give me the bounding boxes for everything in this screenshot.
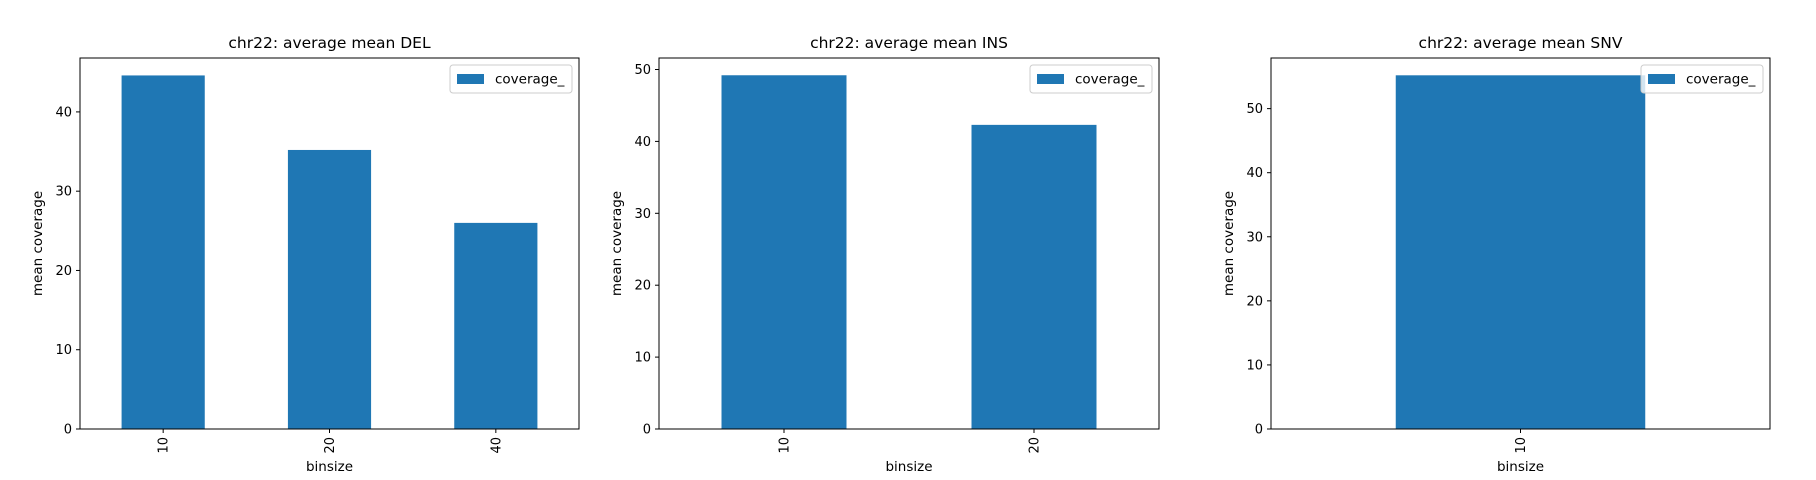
legend-box <box>449 64 573 94</box>
chart-title: chr22: average mean INS <box>810 34 1008 52</box>
x-tick-label: 20 <box>323 437 338 454</box>
y-tick-label: 30 <box>55 185 72 200</box>
y-axis-label: mean coverage <box>609 191 625 296</box>
y-tick-label: 0 <box>64 423 72 438</box>
y-tick-label: 10 <box>1246 358 1263 373</box>
legend-swatch <box>457 74 484 84</box>
chart-panel-3: 0 10 20 30 40 50 10 chr22: average mean SNV bins… <box>1221 34 1771 475</box>
y-axis-label: mean coverage <box>1221 191 1237 296</box>
bar-10 <box>121 75 205 429</box>
y-tick-label: 50 <box>1246 102 1263 117</box>
chart-title: chr22: average mean DEL <box>228 34 431 52</box>
y-tick-label: 40 <box>55 105 72 120</box>
x-axis-label: binsize <box>306 459 353 475</box>
y-tick-label: 20 <box>634 279 651 294</box>
y-tick-label: 10 <box>55 343 72 358</box>
y-tick-label: 30 <box>634 207 651 222</box>
bar-10 <box>721 75 847 430</box>
legend: coverage_ <box>1029 64 1153 94</box>
x-tick-label: 10 <box>778 437 793 454</box>
legend-box <box>1029 64 1153 94</box>
legend-label: coverage_ <box>495 72 565 88</box>
x-axis-label: binsize <box>1497 459 1544 475</box>
y-tick-label: 50 <box>634 63 651 78</box>
bar-20 <box>971 124 1097 430</box>
y-axis-label: mean coverage <box>30 191 46 296</box>
bar-40 <box>454 222 538 429</box>
y-tick-label: 0 <box>1255 423 1263 438</box>
legend: coverage_ <box>449 64 573 94</box>
y-tick-label: 20 <box>55 264 72 279</box>
legend-label: coverage_ <box>1075 72 1145 88</box>
legend-swatch <box>1648 74 1675 84</box>
x-axis-label: binsize <box>885 459 932 475</box>
x-tick-label: 10 <box>1514 437 1529 454</box>
x-tick-label: 20 <box>1028 437 1043 454</box>
legend-box <box>1640 64 1764 94</box>
x-tick-label: 40 <box>489 437 504 454</box>
legend-swatch <box>1037 74 1064 84</box>
bar-10 <box>1395 75 1646 429</box>
y-tick-label: 0 <box>643 423 651 438</box>
chart-panel-1: 0 10 20 30 40 10 20 40 chr22: average mean DEL bi… <box>30 34 580 475</box>
legend: coverage_ <box>1640 64 1764 94</box>
y-tick-label: 40 <box>1246 166 1263 181</box>
y-tick-label: 20 <box>1246 294 1263 309</box>
x-tick-label: 10 <box>157 437 172 454</box>
y-tick-label: 10 <box>634 351 651 366</box>
y-tick-label: 40 <box>634 135 651 150</box>
axes-frame <box>658 57 1160 430</box>
chart-title: chr22: average mean SNV <box>1419 34 1623 52</box>
bar-20 <box>287 149 372 429</box>
legend-label: coverage_ <box>1686 72 1756 88</box>
chart-panel-2: 0 10 20 30 40 50 10 20 chr22: average mean INS bi… <box>609 34 1160 475</box>
y-tick-label: 30 <box>1246 230 1263 245</box>
